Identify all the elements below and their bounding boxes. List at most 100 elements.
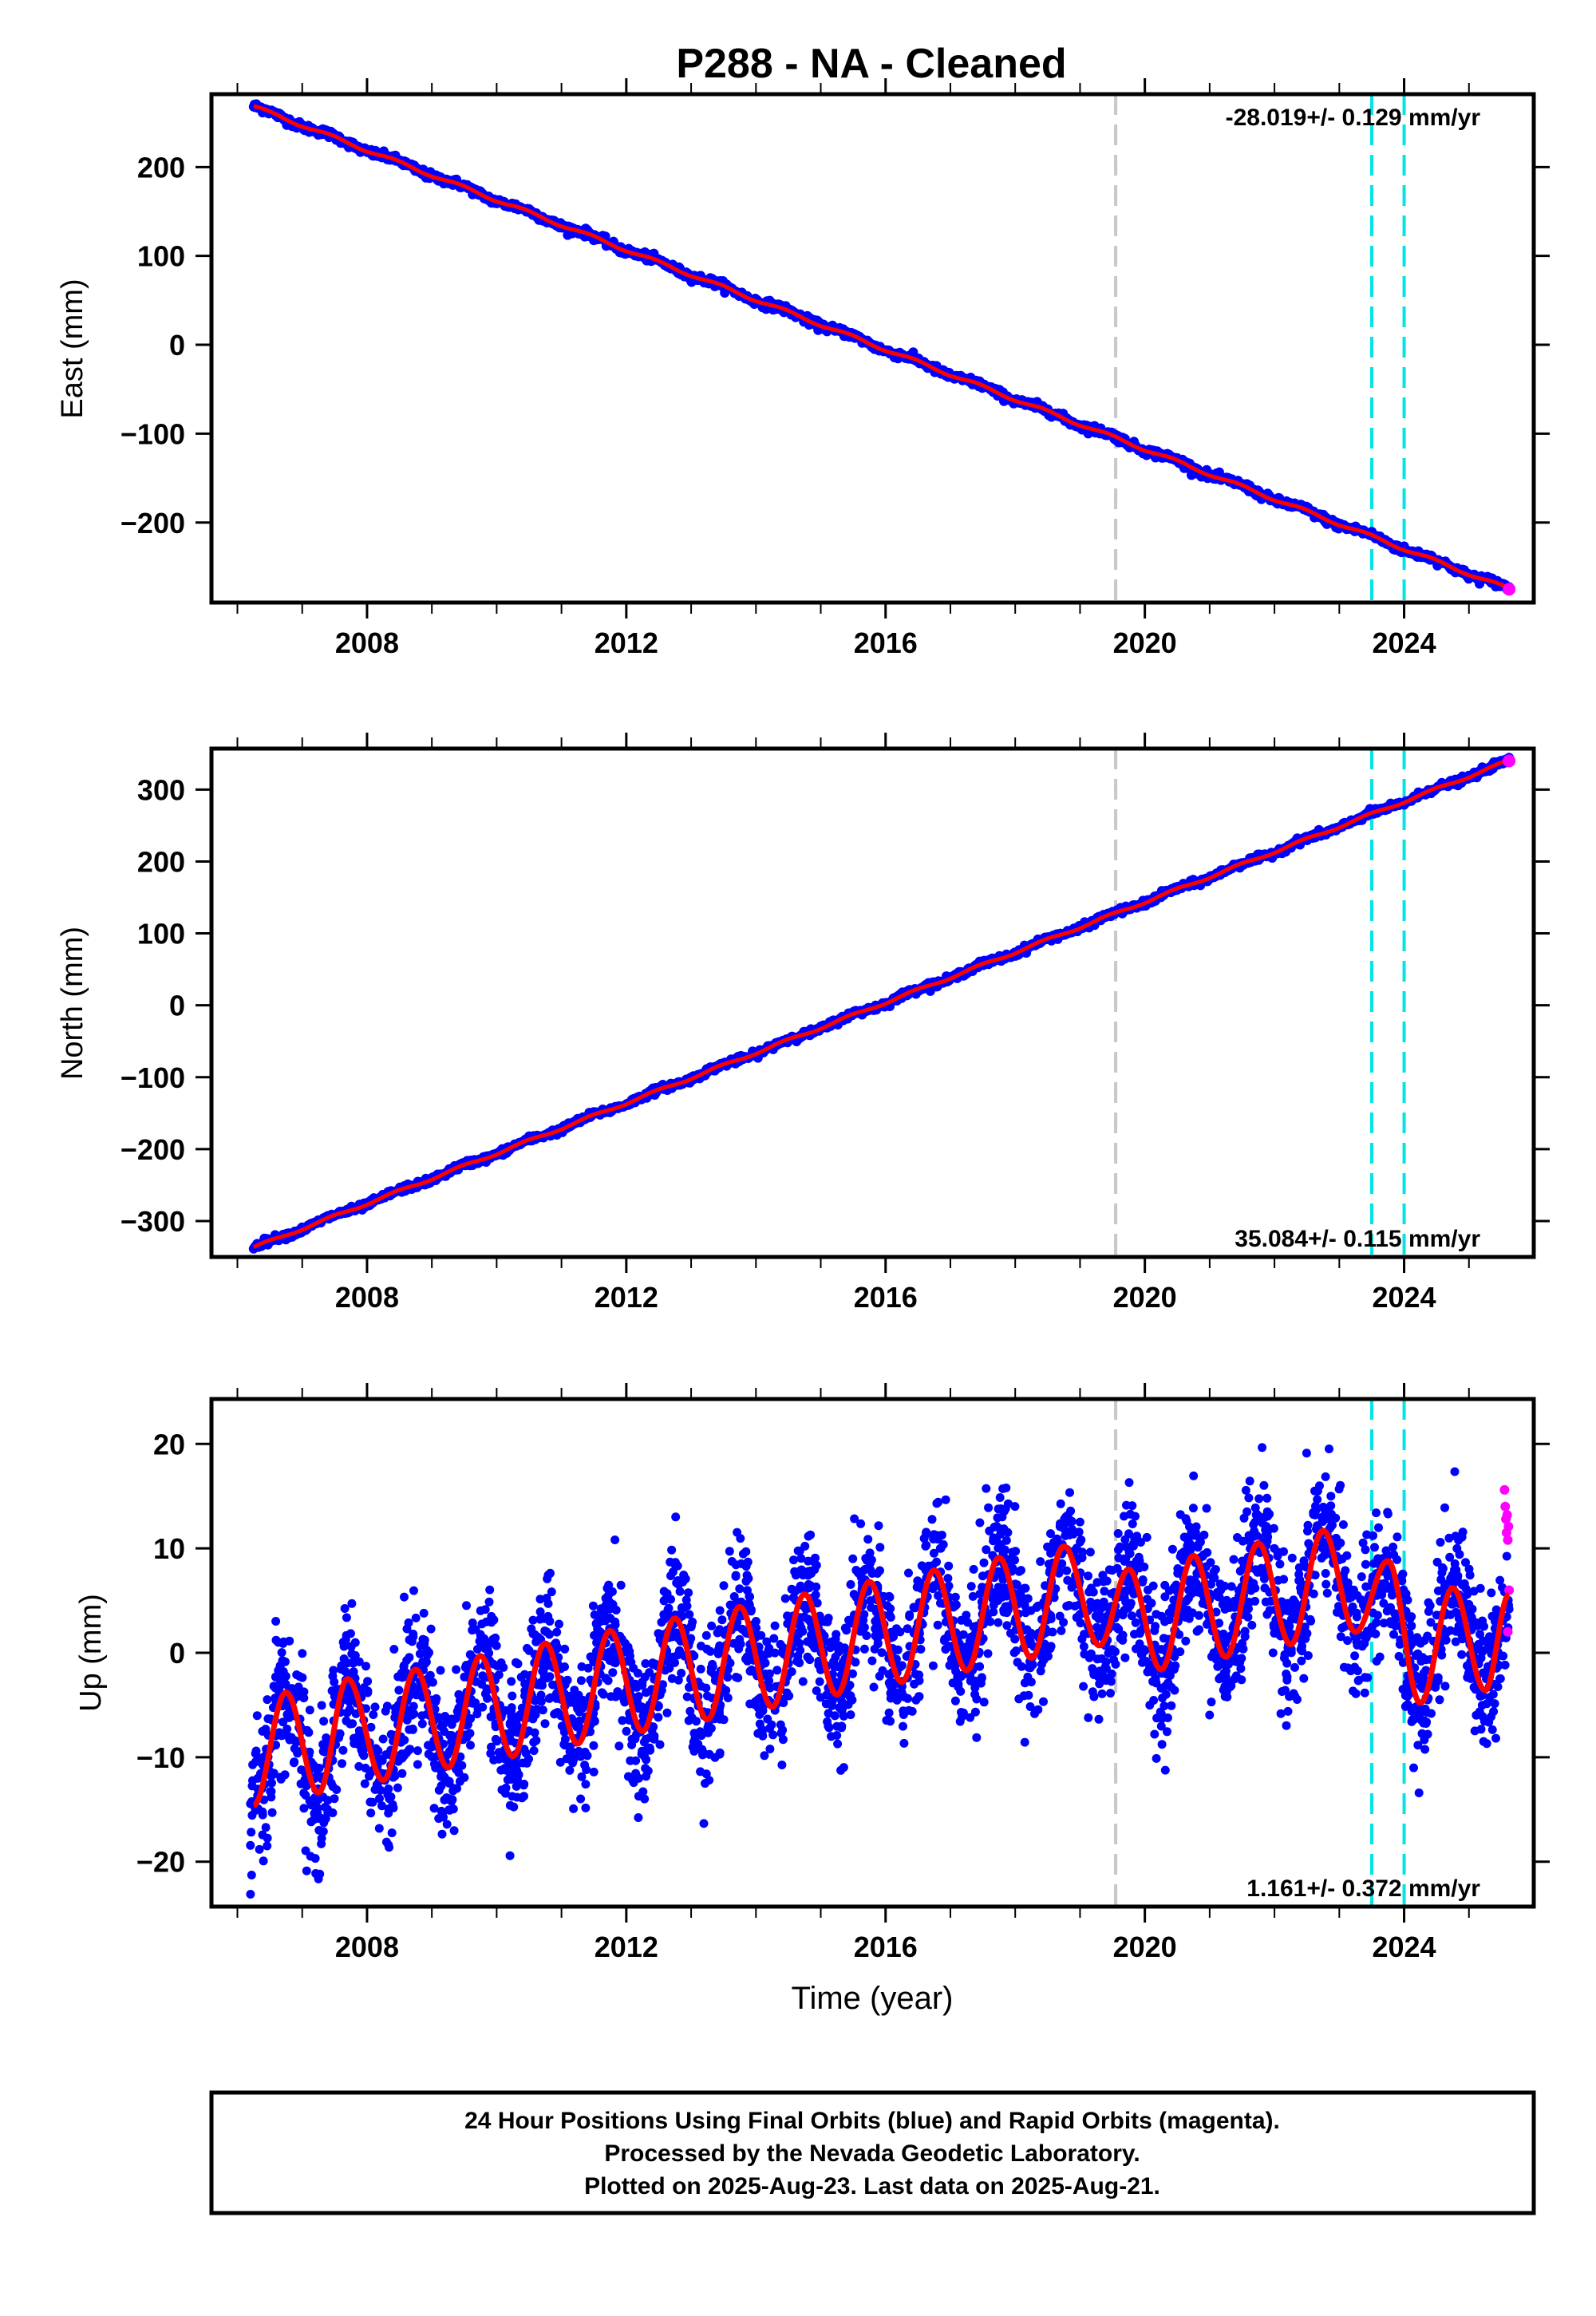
up-point (993, 1513, 1002, 1523)
up-point (1089, 1692, 1099, 1701)
up-point (1275, 1559, 1285, 1569)
up-point (1502, 1551, 1511, 1561)
y-tick-label: −300 (120, 1205, 185, 1238)
up-point (267, 1808, 277, 1817)
x-tick-label: 2008 (335, 1281, 399, 1314)
up-point (701, 1779, 709, 1788)
up-point (707, 1621, 717, 1630)
east-rate-label: -28.019+/- 0.129 mm/yr (1226, 105, 1481, 131)
up-point (1063, 1575, 1073, 1585)
up-point (1175, 1510, 1185, 1520)
y-tick-label: −100 (120, 1061, 185, 1094)
y-tick-label: 0 (169, 329, 185, 362)
up-point (741, 1547, 751, 1556)
up-point (370, 1702, 380, 1712)
up-point (610, 1535, 620, 1544)
up-point (1086, 1597, 1096, 1607)
up-point (255, 1844, 264, 1854)
north-ylabel: North (mm) (56, 927, 89, 1080)
up-point (437, 1829, 447, 1839)
up-point (1207, 1697, 1216, 1707)
up-point (485, 1585, 495, 1595)
up-point (598, 1690, 608, 1699)
up-point (662, 1708, 672, 1717)
up-point (1409, 1763, 1418, 1773)
up-point (1350, 1651, 1360, 1661)
up-point (1138, 1575, 1148, 1584)
up-point (1361, 1559, 1370, 1569)
east-rapid-orbit-point (1503, 583, 1516, 596)
up-point (436, 1666, 445, 1675)
north-rapid-orbit-point (1503, 754, 1516, 768)
up-point (1107, 1677, 1116, 1686)
up-point (1479, 1737, 1488, 1746)
east-data-layer (248, 94, 1516, 603)
up-point (1160, 1765, 1170, 1775)
up-point (1487, 1588, 1496, 1598)
up-point (642, 1755, 651, 1765)
up-point (480, 1605, 490, 1614)
up-point (1095, 1679, 1104, 1689)
up-point (1268, 1648, 1278, 1658)
x-tick-label: 2012 (595, 626, 658, 659)
x-tick-label: 2020 (1113, 1281, 1177, 1314)
up-point (899, 1721, 907, 1731)
up-point (366, 1808, 376, 1818)
up-point (1135, 1639, 1144, 1649)
up-point (1023, 1672, 1033, 1682)
up-point (984, 1503, 994, 1512)
up-point (772, 1666, 782, 1675)
up-point (1321, 1472, 1330, 1481)
up-point (1122, 1500, 1131, 1510)
up-point (1150, 1626, 1159, 1635)
up-point (581, 1803, 591, 1812)
up-point (1457, 1580, 1467, 1590)
up-point (259, 1856, 268, 1866)
up-point (509, 1802, 519, 1812)
up-point (875, 1543, 885, 1552)
up-point (727, 1557, 737, 1566)
up-point (1383, 1509, 1393, 1519)
y-tick-label: 300 (137, 773, 185, 806)
up-point (247, 1871, 256, 1879)
up-point (1184, 1614, 1194, 1623)
up-point (859, 1644, 869, 1654)
east-ylabel: East (mm) (56, 279, 89, 418)
up-point (1062, 1566, 1072, 1575)
up-point (836, 1765, 846, 1775)
up-point (569, 1804, 579, 1813)
up-point (899, 1738, 909, 1748)
up-point (1106, 1689, 1115, 1698)
y-tick-label: 200 (137, 151, 185, 184)
up-point (865, 1548, 875, 1558)
up-point (608, 1668, 618, 1678)
up-point (360, 1779, 369, 1788)
up-point (1440, 1682, 1450, 1691)
up-point (298, 1649, 307, 1658)
up-point (966, 1582, 976, 1591)
up-point (1152, 1713, 1162, 1723)
up-point (789, 1555, 798, 1565)
up-point (329, 1666, 338, 1675)
up-point (484, 1597, 494, 1607)
up-point (363, 1677, 373, 1686)
up-point (547, 1587, 556, 1597)
up-point (1243, 1612, 1253, 1622)
up-point (555, 1619, 563, 1629)
up-point (277, 1648, 286, 1658)
up-point (723, 1694, 733, 1702)
up-point (1023, 1594, 1033, 1603)
up-point (1124, 1478, 1134, 1488)
up-point (552, 1627, 562, 1637)
up-point (523, 1643, 531, 1653)
up-point (400, 1592, 409, 1602)
x-tick-label: 2012 (595, 1281, 658, 1314)
up-point (1435, 1695, 1444, 1705)
up-point (1302, 1448, 1311, 1458)
up-point (723, 1673, 733, 1682)
up-point (1158, 1694, 1167, 1703)
up-point (1084, 1571, 1092, 1581)
